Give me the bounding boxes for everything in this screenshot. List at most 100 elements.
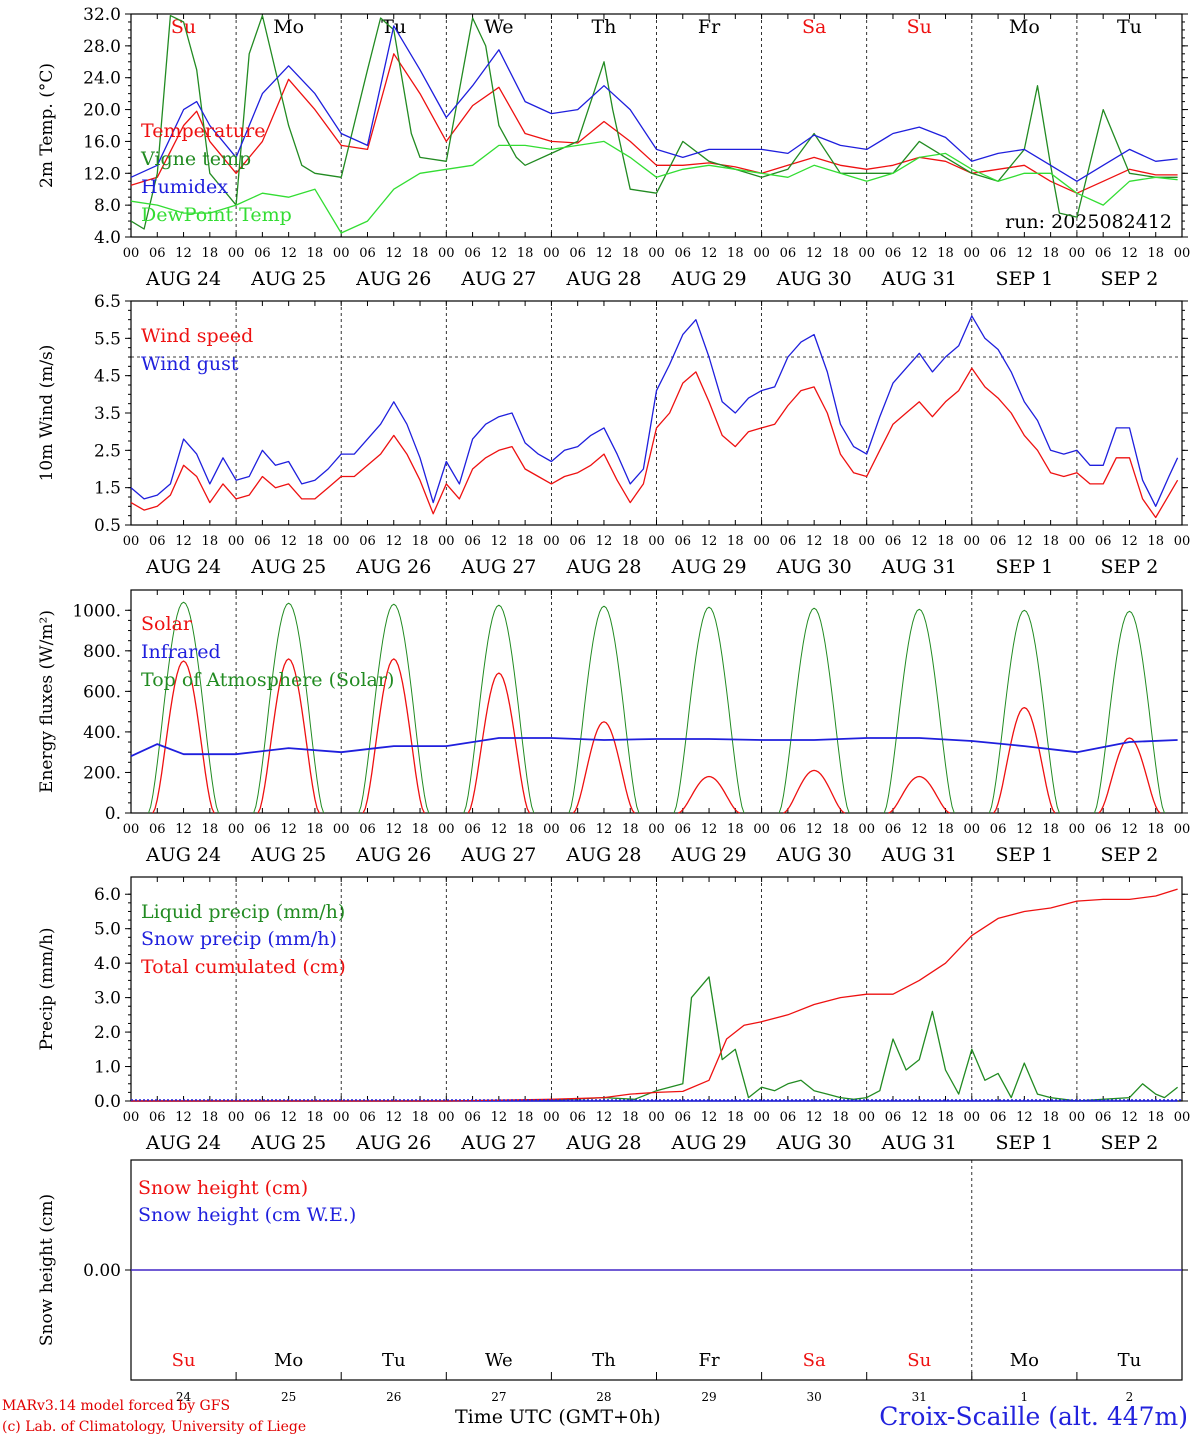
y-tick-label: 28.0	[83, 37, 121, 57]
solar-series	[362, 658, 425, 814]
legend-entry: Vigne temp	[140, 148, 251, 170]
y-axis-label: Snow height (cm)	[37, 1194, 57, 1346]
toa-solar-series	[358, 603, 430, 814]
weekday-label: Tu	[382, 1350, 406, 1371]
panel-frame	[130, 300, 1183, 526]
x-hour-label: 12	[385, 822, 402, 837]
weekday-label: Su	[172, 1350, 196, 1371]
x-hour-label: 12	[911, 246, 928, 261]
y-axis-label: 10m Wind (m/s)	[37, 345, 57, 482]
x-hour-label: 12	[491, 822, 508, 837]
x-hour-label: 00	[648, 246, 665, 261]
x-date-label: AUG 25	[250, 556, 326, 578]
x-date-label: AUG 29	[670, 1132, 746, 1154]
x-hour-label: 18	[1042, 822, 1059, 837]
x-hour-label: 06	[464, 1110, 481, 1125]
x-hour-label: 06	[675, 822, 692, 837]
x-date-label: AUG 26	[355, 1132, 431, 1154]
legend-entry: Infrared	[141, 641, 221, 663]
x-hour-label: 00	[753, 1110, 770, 1125]
x-hour-label: 18	[517, 246, 534, 261]
x-hour-label: 18	[412, 534, 429, 549]
x-hour-label: 18	[622, 822, 639, 837]
x-hour-label: 06	[885, 822, 902, 837]
x-hour-label: 12	[1121, 822, 1138, 837]
x-hour-label: 00	[1069, 1110, 1086, 1125]
x-hour-label: 12	[701, 534, 718, 549]
weekday-label: Mo	[1010, 1350, 1039, 1371]
x-hour-label: 00	[1069, 246, 1086, 261]
solar-series	[257, 658, 320, 814]
x-hour-label: 06	[885, 1110, 902, 1125]
y-tick-label: 3.5	[94, 404, 121, 424]
x-hour-label: 06	[675, 534, 692, 549]
x-hour-label: 00	[543, 1110, 560, 1125]
x-hour-label: 00	[1069, 534, 1086, 549]
solar-series	[1098, 737, 1161, 814]
x-hour-label: 06	[780, 1110, 797, 1125]
x-hour-label: 12	[701, 822, 718, 837]
x-hour-label: 06	[569, 822, 586, 837]
vigne-temp-series	[130, 14, 1178, 230]
y-tick-label: 4.5	[94, 367, 121, 387]
x-hour-label: 00	[648, 822, 665, 837]
x-hour-label: 06	[780, 534, 797, 549]
x-hour-label: 00	[438, 534, 455, 549]
x-hour-label: 12	[280, 822, 297, 837]
x-hour-label: 00	[228, 246, 245, 261]
panel-frame	[130, 589, 1183, 814]
x-hour-label: 00	[123, 534, 140, 549]
x-hour-label: 12	[1121, 534, 1138, 549]
x-hour-label: 18	[832, 1110, 849, 1125]
x-hour-label: 18	[1147, 534, 1164, 549]
y-tick-label: 32.0	[83, 5, 121, 25]
toa-solar-series	[1093, 610, 1165, 814]
liquid-precip-mm-h-series	[131, 976, 1179, 1102]
total-cumulated-cm-series	[131, 888, 1178, 1102]
weekday-label: Th	[592, 1350, 616, 1371]
x-hour-label: 18	[412, 822, 429, 837]
x-hour-label: 00	[543, 534, 560, 549]
x-hour-label: 00	[753, 822, 770, 837]
x-hour-label: 12	[1016, 1110, 1033, 1125]
x-axis-title: Time UTC (GMT+0h)	[455, 1406, 661, 1428]
x-hour-label: 18	[622, 246, 639, 261]
x-hour-label: 06	[569, 534, 586, 549]
x-hour-label: 12	[806, 822, 823, 837]
solar-series	[888, 775, 951, 814]
y-tick-label: 2.5	[94, 441, 121, 461]
x-hour-label: 12	[911, 822, 928, 837]
x-hour-label: 00	[333, 534, 350, 549]
x-hour-label: 12	[491, 246, 508, 261]
x-hour-label: 12	[1121, 246, 1138, 261]
x-hour-label: 12	[491, 1110, 508, 1125]
x-hour-label: 06	[149, 1110, 166, 1125]
x-date-label: AUG 28	[565, 268, 641, 290]
y-tick-label: 8.0	[94, 196, 121, 216]
x-date-label: AUG 25	[250, 844, 326, 866]
x-hour-label: 12	[701, 246, 718, 261]
x-hour-label: 00	[1174, 1110, 1191, 1125]
x-date-label: AUG 30	[776, 556, 852, 578]
lab-credit: (c) Lab. of Climatology, University of L…	[2, 1419, 307, 1435]
x-hour-label: 06	[569, 1110, 586, 1125]
x-date-label: AUG 28	[565, 1132, 641, 1154]
legend-entry: Solar	[141, 613, 193, 635]
x-hour-label: 06	[359, 822, 376, 837]
x-hour-label: 00	[964, 822, 981, 837]
weekday-label: Su	[907, 16, 932, 38]
x-date-label: AUG 26	[355, 268, 431, 290]
x-hour-label: 12	[596, 1110, 613, 1125]
x-date-label: AUG 30	[776, 268, 852, 290]
x-hour-label: 12	[1016, 822, 1033, 837]
panel-2: 0.5 1.5 2.5 3.5 4.5 5.5 6.5 10m Wind (m/s) 00 06 1…	[37, 292, 1190, 578]
x-date-label: AUG 24	[145, 844, 221, 866]
x-hour-label: 06	[885, 246, 902, 261]
x-date-label: SEP 1	[995, 844, 1053, 866]
x-hour-label: 00	[964, 534, 981, 549]
x-hour-label: 12	[911, 534, 928, 549]
x-hour-label: 18	[727, 1110, 744, 1125]
y-tick-label: 1.5	[94, 479, 121, 499]
toa-solar-series	[463, 604, 535, 814]
x-hour-label: 06	[254, 534, 271, 549]
